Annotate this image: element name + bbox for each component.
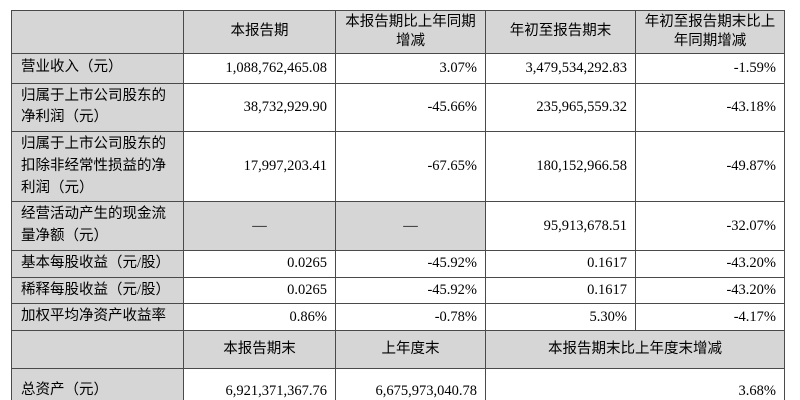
value-cell: 95,913,678.51 [485,201,636,251]
row-label-cell: 加权平均净资产收益率 [11,303,184,332]
value-cell: 0.0265 [183,276,336,305]
header-row-period-end: 本报告期末 上年度末 本报告期末比上年度末增减 [11,330,785,370]
dash-cell: — [335,201,486,251]
row-label-cell: 归属于上市公司股东的净利润（元） [11,82,184,133]
table-row: 归属于上市公司股东的净利润（元） 38,732,929.90 -45.66% 235,… [11,82,785,133]
value-cell: 38,732,929.90 [183,82,336,133]
value-cell: 0.1617 [485,249,636,278]
value-cell: 1,088,762,465.08 [183,52,336,84]
header-cell: 年初至报告期末 [485,10,636,54]
table-row: 归属于上市公司股东的扣除非经常性损益的净利润（元） 17,997,203.41 -6… [11,131,785,203]
header-cell: 本报告期末比上年度末增减 [485,330,785,370]
header-cell: 上年度末 [335,330,486,370]
header-row-period: 本报告期 本报告期比上年同期增减 年初至报告期末 年初至报告期末比上年同期增减 [11,10,785,54]
row-label-cell: 经营活动产生的现金流量净额（元） [11,201,184,251]
header-corner-cell [11,330,184,370]
value-cell: -1.59% [635,52,785,84]
value-cell: 17,997,203.41 [183,131,336,203]
row-label-cell: 归属于上市公司股东的扣除非经常性损益的净利润（元） [11,131,184,203]
value-cell: 3.07% [335,52,486,84]
value-cell: 6,921,371,367.76 [183,368,336,400]
value-cell: -43.20% [635,276,785,305]
table-body: 本报告期 本报告期比上年同期增减 年初至报告期末 年初至报告期末比上年同期增减 营业收入… [11,10,785,400]
row-label-cell: 稀释每股收益（元/股） [11,276,184,305]
value-cell: -0.78% [335,303,486,332]
header-cell: 本报告期 [183,10,336,54]
value-cell: -67.65% [335,131,486,203]
table-row: 加权平均净资产收益率 0.86% -0.78% 5.30% -4.17% [11,303,785,332]
value-cell: 0.1617 [485,276,636,305]
dash-cell: — [183,201,336,251]
table-row: 总资产（元） 6,921,371,367.76 6,675,973,040.78 3.… [11,368,785,400]
value-cell: -45.66% [335,82,486,133]
value-cell: 0.86% [183,303,336,332]
value-cell: -49.87% [635,131,785,203]
value-cell: 5.30% [485,303,636,332]
header-cell: 年初至报告期末比上年同期增减 [635,10,785,54]
table-row: 稀释每股收益（元/股） 0.0265 -45.92% 0.1617 -43.20% [11,276,785,305]
row-label-cell: 基本每股收益（元/股） [11,249,184,278]
value-cell: 0.0265 [183,249,336,278]
table-row: 经营活动产生的现金流量净额（元） — —95,913,678.51 -32.07% [11,201,785,251]
header-corner-cell [11,10,184,54]
value-cell: 3.68% [485,368,785,400]
row-label-cell: 总资产（元） [11,368,184,400]
header-cell: 本报告期比上年同期增减 [335,10,486,54]
value-cell: -4.17% [635,303,785,332]
header-cell: 本报告期末 [183,330,336,370]
value-cell: -32.07% [635,201,785,251]
value-cell: -43.18% [635,82,785,133]
table-row: 营业收入（元） 1,088,762,465.08 3.07% 3,479,534,29… [11,52,785,84]
table-row: 基本每股收益（元/股） 0.0265 -45.92% 0.1617 -43.20% [11,249,785,278]
value-cell: -43.20% [635,249,785,278]
value-cell: -45.92% [335,249,486,278]
row-label-cell: 营业收入（元） [11,52,184,84]
value-cell: 180,152,966.58 [485,131,636,203]
value-cell: 235,965,559.32 [485,82,636,133]
value-cell: 6,675,973,040.78 [335,368,486,400]
financial-summary-table: 本报告期 本报告期比上年同期增减 年初至报告期末 年初至报告期末比上年同期增减 营业收入… [11,10,785,400]
value-cell: 3,479,534,292.83 [485,52,636,84]
value-cell: -45.92% [335,276,486,305]
